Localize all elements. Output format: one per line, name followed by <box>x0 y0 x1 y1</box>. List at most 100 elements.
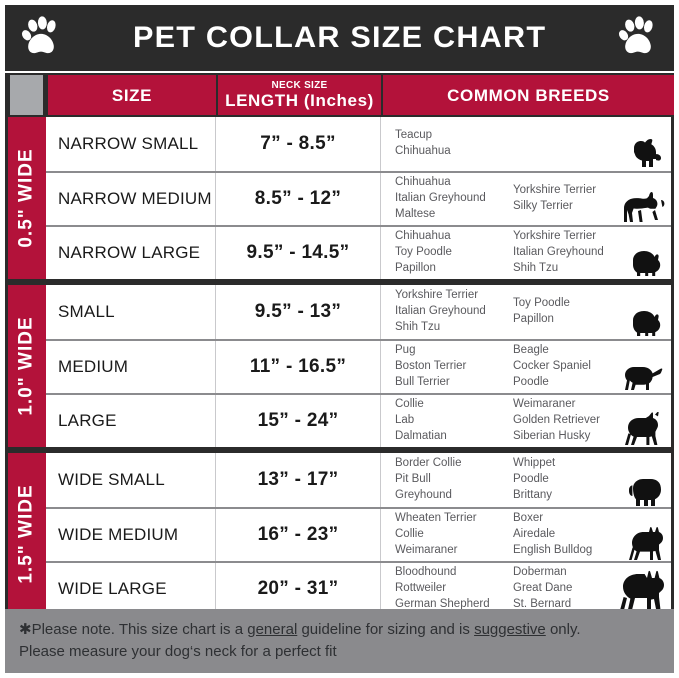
footer-underline-general: general <box>247 621 298 638</box>
breed-name: St. Bernard <box>513 597 572 610</box>
header-corner-cell <box>10 75 43 115</box>
breed-name: Bloodhound <box>395 566 457 579</box>
breed-name: Chihuahua <box>395 230 451 243</box>
breed-name: Greyhound <box>395 488 452 501</box>
paw-print-icon-left <box>19 16 63 60</box>
breed-name: Whippet <box>513 457 556 470</box>
breed-name: Boston Terrier <box>395 360 467 373</box>
cell-size: WIDE LARGE <box>46 563 216 615</box>
breed-name: Papillon <box>395 261 436 274</box>
breed-name: Doberman <box>513 566 567 579</box>
table-row: WIDE MEDIUM 16” - 23” Wheaten Terrier Colli… <box>46 507 671 561</box>
breed-column-1: Teacup Chihuahua <box>395 128 513 160</box>
column-header-length-sublabel: NECK SIZE <box>271 80 328 91</box>
width-group-label-text: 0.5" WIDE <box>16 148 37 248</box>
breed-column-2: Toy Poodle Papillon <box>513 288 631 336</box>
column-header-size-label: SIZE <box>111 85 153 105</box>
breed-name: Border Collie <box>395 457 462 470</box>
breed-name: Pit Bull <box>395 473 431 486</box>
breed-name: Toy Poodle <box>395 246 452 259</box>
table-column-header: SIZE NECK SIZE LENGTH (Inches) COMMON BR… <box>5 73 674 117</box>
width-group-label: 0.5" WIDE <box>8 117 46 279</box>
cell-neck-length: 9.5” - 13” <box>216 285 381 339</box>
breed-columns: Yorkshire Terrier Italian Greyhound Shih T… <box>395 288 631 336</box>
breed-column-2 <box>513 128 631 160</box>
cell-common-breeds: Yorkshire Terrier Italian Greyhound Shih T… <box>381 285 671 339</box>
breed-name: Golden Retriever <box>513 414 600 427</box>
breed-column-2: Yorkshire Terrier Silky Terrier <box>513 175 631 223</box>
breed-name: Teacup <box>395 129 433 142</box>
breed-columns: Border Collie Pit Bull Greyhound Whippet Poo… <box>395 456 631 504</box>
breed-column-1: Chihuahua Toy Poodle Papillon <box>395 229 513 277</box>
page-title: PET COLLAR SIZE CHART <box>132 21 547 54</box>
breed-column-1: Yorkshire Terrier Italian Greyhound Shih T… <box>395 288 513 336</box>
breed-name: Siberian Husky <box>513 429 591 442</box>
yorkshire-terrier-silhouette <box>625 136 665 170</box>
breed-name: Silky Terrier <box>513 199 573 212</box>
cell-common-breeds: Chihuahua Italian Greyhound Maltese Yorkshi… <box>381 173 671 225</box>
breed-name: Italian Greyhound <box>395 305 486 318</box>
column-header-breeds-label: COMMON BREEDS <box>447 85 610 105</box>
breed-column-2: Yorkshire Terrier Italian Greyhound Shih T… <box>513 229 631 277</box>
column-header-length: NECK SIZE LENGTH (Inches) <box>218 75 381 115</box>
breed-name: Italian Greyhound <box>395 192 486 205</box>
breed-name: Toy Poodle <box>513 297 570 310</box>
breed-columns: Pug Boston Terrier Bull Terrier Beagle Cocke… <box>395 343 631 391</box>
breed-name: German Shepherd <box>395 597 490 610</box>
cell-size: NARROW MEDIUM <box>46 173 216 225</box>
breed-name: Pug <box>395 344 416 357</box>
breed-name: Lab <box>395 414 415 427</box>
breed-name: Beagle <box>513 344 549 357</box>
footer-text-c: only. <box>545 621 581 638</box>
table-row: SMALL 9.5” - 13” Yorkshire Terrier Italian … <box>46 285 671 339</box>
cell-neck-length: 15” - 24” <box>216 395 381 447</box>
breed-name: Shih Tzu <box>395 320 441 333</box>
breed-name: Maltese <box>395 207 436 220</box>
cell-common-breeds: Teacup Chihuahua <box>381 117 671 171</box>
cell-common-breeds: Collie Lab Dalmatian Weimaraner Golden Retri… <box>381 395 671 447</box>
cell-common-breeds: Border Collie Pit Bull Greyhound Whippet Poo… <box>381 453 671 507</box>
table-row: NARROW SMALL 7” - 8.5” Teacup Chihuahua <box>46 117 671 171</box>
size-group: 1.5" WIDE WIDE SMALL 13” - 17” Border Colli… <box>8 447 671 615</box>
size-group: 1.0" WIDE SMALL 9.5” - 13” Yorkshire Terrie… <box>8 279 671 447</box>
column-header-length-label: LENGTH (Inches) <box>225 91 374 110</box>
breed-columns: Chihuahua Toy Poodle Papillon Yorkshire Ter… <box>395 229 631 277</box>
breed-name: Poodle <box>513 375 549 388</box>
cell-neck-length: 16” - 23” <box>216 509 381 561</box>
width-group-label: 1.5" WIDE <box>8 453 46 615</box>
breed-name: Dalmatian <box>395 429 447 442</box>
breed-column-1: Chihuahua Italian Greyhound Maltese <box>395 175 513 223</box>
breed-name: Collie <box>395 398 424 411</box>
breed-name: Papillon <box>513 312 554 325</box>
table-row: NARROW MEDIUM 8.5” - 12” Chihuahua Italian … <box>46 171 671 225</box>
breed-name: Chihuahua <box>395 145 451 157</box>
footer-text-b: guideline for sizing and is <box>297 621 475 638</box>
size-group-rows: SMALL 9.5” - 13” Yorkshire Terrier Italian … <box>46 285 671 447</box>
cell-size: LARGE <box>46 395 216 447</box>
breed-name: Brittany <box>513 488 552 501</box>
breed-name: Chihuahua <box>395 176 451 189</box>
width-group-label: 1.0" WIDE <box>8 285 46 447</box>
breed-name: Yorkshire Terrier <box>395 289 479 302</box>
breed-name: Bull Terrier <box>395 375 450 388</box>
breed-name: Rottweiler <box>395 582 447 595</box>
width-group-label-text: 1.5" WIDE <box>16 484 37 584</box>
column-header-size: SIZE <box>48 75 216 115</box>
table-body: 0.5" WIDE NARROW SMALL 7” - 8.5” Teacup Chih… <box>5 117 674 615</box>
cell-neck-length: 13” - 17” <box>216 453 381 507</box>
footer-line-2: Please measure your dog‘s neck for a per… <box>19 642 337 660</box>
breed-name: Cocker Spaniel <box>513 360 591 373</box>
size-group-rows: NARROW SMALL 7” - 8.5” Teacup Chihuahua NARR… <box>46 117 671 279</box>
breed-name: Great Dane <box>513 582 573 595</box>
footer-note: ✱Please note. This size chart is a gener… <box>5 609 674 673</box>
cell-common-breeds: Bloodhound Rottweiler German Shepherd Dober… <box>381 563 671 615</box>
breed-name: Wheaten Terrier <box>395 512 477 525</box>
breed-column-1: Wheaten Terrier Collie Weimaraner <box>395 511 513 559</box>
column-header-breeds: COMMON BREEDS <box>383 75 674 115</box>
breed-name: Weimaraner <box>395 543 458 556</box>
title-bar: PET COLLAR SIZE CHART <box>5 5 674 71</box>
table-row: WIDE LARGE 20” - 31” Bloodhound Rottweiler G… <box>46 561 671 615</box>
cell-common-breeds: Chihuahua Toy Poodle Papillon Yorkshire Ter… <box>381 227 671 279</box>
breed-name: Boxer <box>513 512 544 525</box>
breed-name: Shih Tzu <box>513 261 559 274</box>
